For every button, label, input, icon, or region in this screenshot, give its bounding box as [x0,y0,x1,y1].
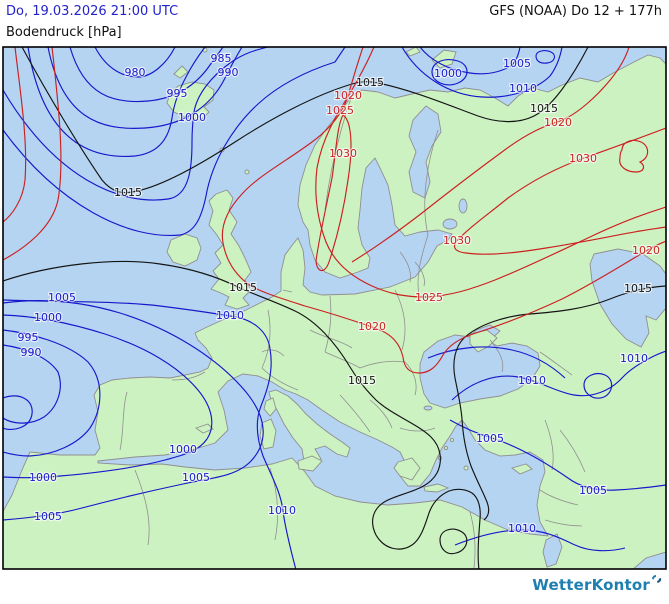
ireland [166,233,202,267]
isobars-high [3,47,666,374]
model-run-info: GFS (NOAA) Do 12 + 177h [489,4,662,19]
mediterranean-sea [97,373,549,537]
isobars-1015 [3,47,666,569]
isobar-label: 1015 [356,76,384,89]
arctic-island [405,47,421,57]
isobar-label: 1000 [169,443,197,456]
isobar-label: 995 [18,331,39,344]
isobar-label: 980 [125,66,146,79]
isobar-label: 990 [21,346,42,359]
sardinia [259,418,277,450]
balearic-islands [195,423,214,434]
isobar-label: 1005 [503,57,531,70]
isobar-label: 1010 [508,522,536,535]
isobar-label: 1000 [178,111,206,124]
isobar-label: 1010 [518,374,546,387]
map-datetime: Do, 19.03.2026 21:00 UTC [6,4,179,19]
logo-globe-icon [651,570,662,588]
isobar-label: 1020 [334,89,362,102]
lake-onega [458,198,468,214]
rhodes [463,465,469,471]
isobar-label: 1025 [415,291,443,304]
crete [423,483,450,493]
isobar-label: 1000 [34,311,62,324]
isobar-label: 990 [218,66,239,79]
isobar-label: 1030 [569,152,597,165]
isobar-label: 1005 [476,432,504,445]
isobar-label: 1005 [579,484,607,497]
isobar-label: 1010 [509,82,537,95]
isobar-label: 995 [167,87,188,100]
isobar-label: 1020 [544,116,572,129]
isobar-label: 1025 [326,104,354,117]
wetterkontor-logo[interactable]: WetterKontor [532,575,662,594]
cyprus [511,463,533,475]
sea-of-marmara [423,405,433,411]
svalbard [431,49,457,69]
isobar-label: 1015 [624,282,652,295]
isobar-label: 1020 [358,320,386,333]
isobar-label: 1015 [229,281,257,294]
aegean-island [449,437,455,443]
italy [268,389,351,468]
isobar-label: 1030 [443,234,471,247]
isobars-low [3,47,666,569]
isobar-label: 1015 [114,186,142,199]
lake-ladoga [442,218,458,230]
isobar-label: 1005 [182,471,210,484]
logo-text: WetterKontor [532,576,650,594]
peloponnese [393,457,421,481]
country-borders [119,94,586,569]
shetland-islands [244,169,250,175]
isobar-label: 985 [211,52,232,65]
sicily [297,455,323,472]
isobar-label: 1010 [268,504,296,517]
corsica [263,397,277,417]
isobar-label: 1000 [29,471,57,484]
isobar-label: 1010 [216,309,244,322]
red-sea [542,533,563,568]
isobar-label: 1015 [348,374,376,387]
map-frame [2,46,667,570]
parameter-title: Bodendruck [hPa] [6,25,122,40]
isobar-label: 1030 [329,147,357,160]
isobar-label: 1010 [620,352,648,365]
aegean-island [443,445,449,451]
persian-gulf [632,551,666,569]
isobar-label: 1005 [34,510,62,523]
isobar-label: 1015 [530,102,558,115]
isobar-label: 1005 [48,291,76,304]
isobar-label: 1020 [632,244,660,257]
isobar-labels: 980 985 990 995 1000 1000 1005 1010 1015… [16,51,661,536]
isobar-label: 1000 [434,67,462,80]
